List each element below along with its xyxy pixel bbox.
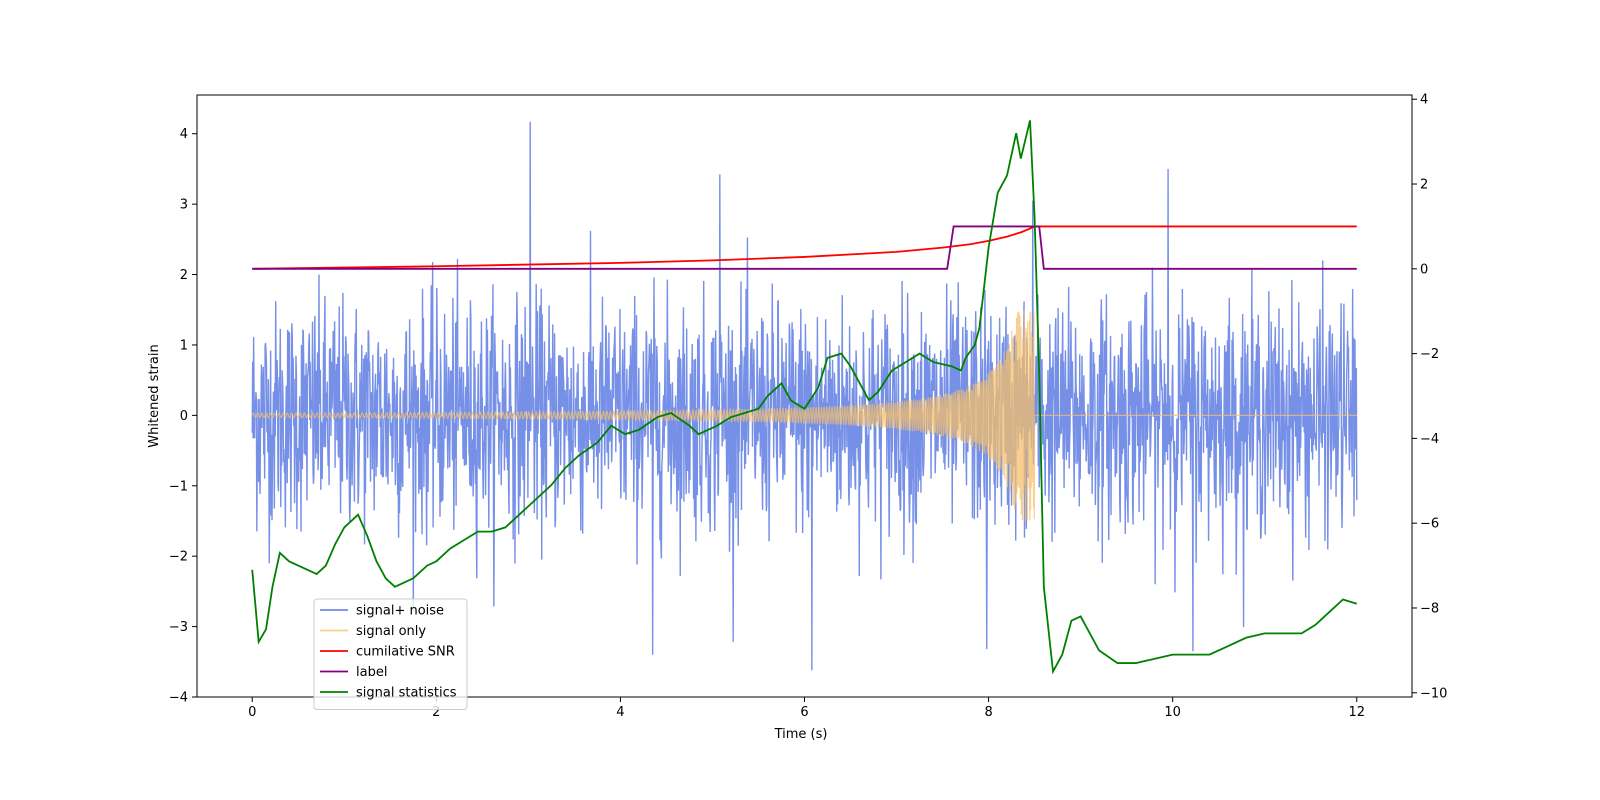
- y-tick-label: 0: [180, 409, 188, 424]
- legend-box: [313, 598, 468, 710]
- y2-tick-label: −10: [1420, 686, 1447, 701]
- y-tick-label: 2: [180, 268, 188, 283]
- series-line-signal-statistics: [251, 120, 1358, 675]
- x-tick-label: 10: [1164, 705, 1181, 720]
- y2-tick-label: −4: [1420, 432, 1439, 447]
- plot-area: [251, 120, 1358, 675]
- legend-label: signal statistics: [356, 686, 457, 701]
- x-tick-label: 6: [800, 705, 808, 720]
- y2-tick-label: 2: [1420, 178, 1428, 193]
- legend-label: signal only: [356, 624, 426, 639]
- series-line-signal-noise: [251, 121, 1358, 671]
- y2-tick-label: −2: [1420, 347, 1439, 362]
- x-tick-label: 0: [248, 705, 256, 720]
- legend-label: signal+ noise: [356, 604, 444, 619]
- legend-label: label: [356, 665, 387, 680]
- y-tick-label: 1: [180, 338, 188, 353]
- legend: signal+ noise signal only cumilative SNR la…: [313, 598, 468, 710]
- x-tick-label: 2: [432, 705, 440, 720]
- series-line-signal-only: [251, 310, 1357, 521]
- legend-label: cumilative SNR: [356, 645, 455, 660]
- y-tick-label: −4: [169, 691, 188, 706]
- y2-tick-label: −6: [1420, 517, 1439, 532]
- y-tick-label: −3: [169, 620, 188, 635]
- y-tick-label: −1: [169, 479, 188, 494]
- y2-tick-label: 4: [1420, 93, 1428, 108]
- x-axis-label: Time (s): [774, 727, 828, 742]
- x-tick-label: 4: [616, 705, 624, 720]
- y2-tick-label: −8: [1420, 601, 1439, 616]
- y-tick-label: −2: [169, 550, 188, 565]
- y-tick-label: 3: [180, 198, 188, 213]
- x-tick-label: 8: [984, 705, 992, 720]
- y-tick-label: 4: [180, 127, 188, 142]
- y2-tick-label: 0: [1420, 262, 1428, 277]
- series-line-label: [252, 225, 1357, 270]
- x-tick-label: 12: [1348, 705, 1365, 720]
- y-axis-label: Whitened strain: [147, 344, 162, 447]
